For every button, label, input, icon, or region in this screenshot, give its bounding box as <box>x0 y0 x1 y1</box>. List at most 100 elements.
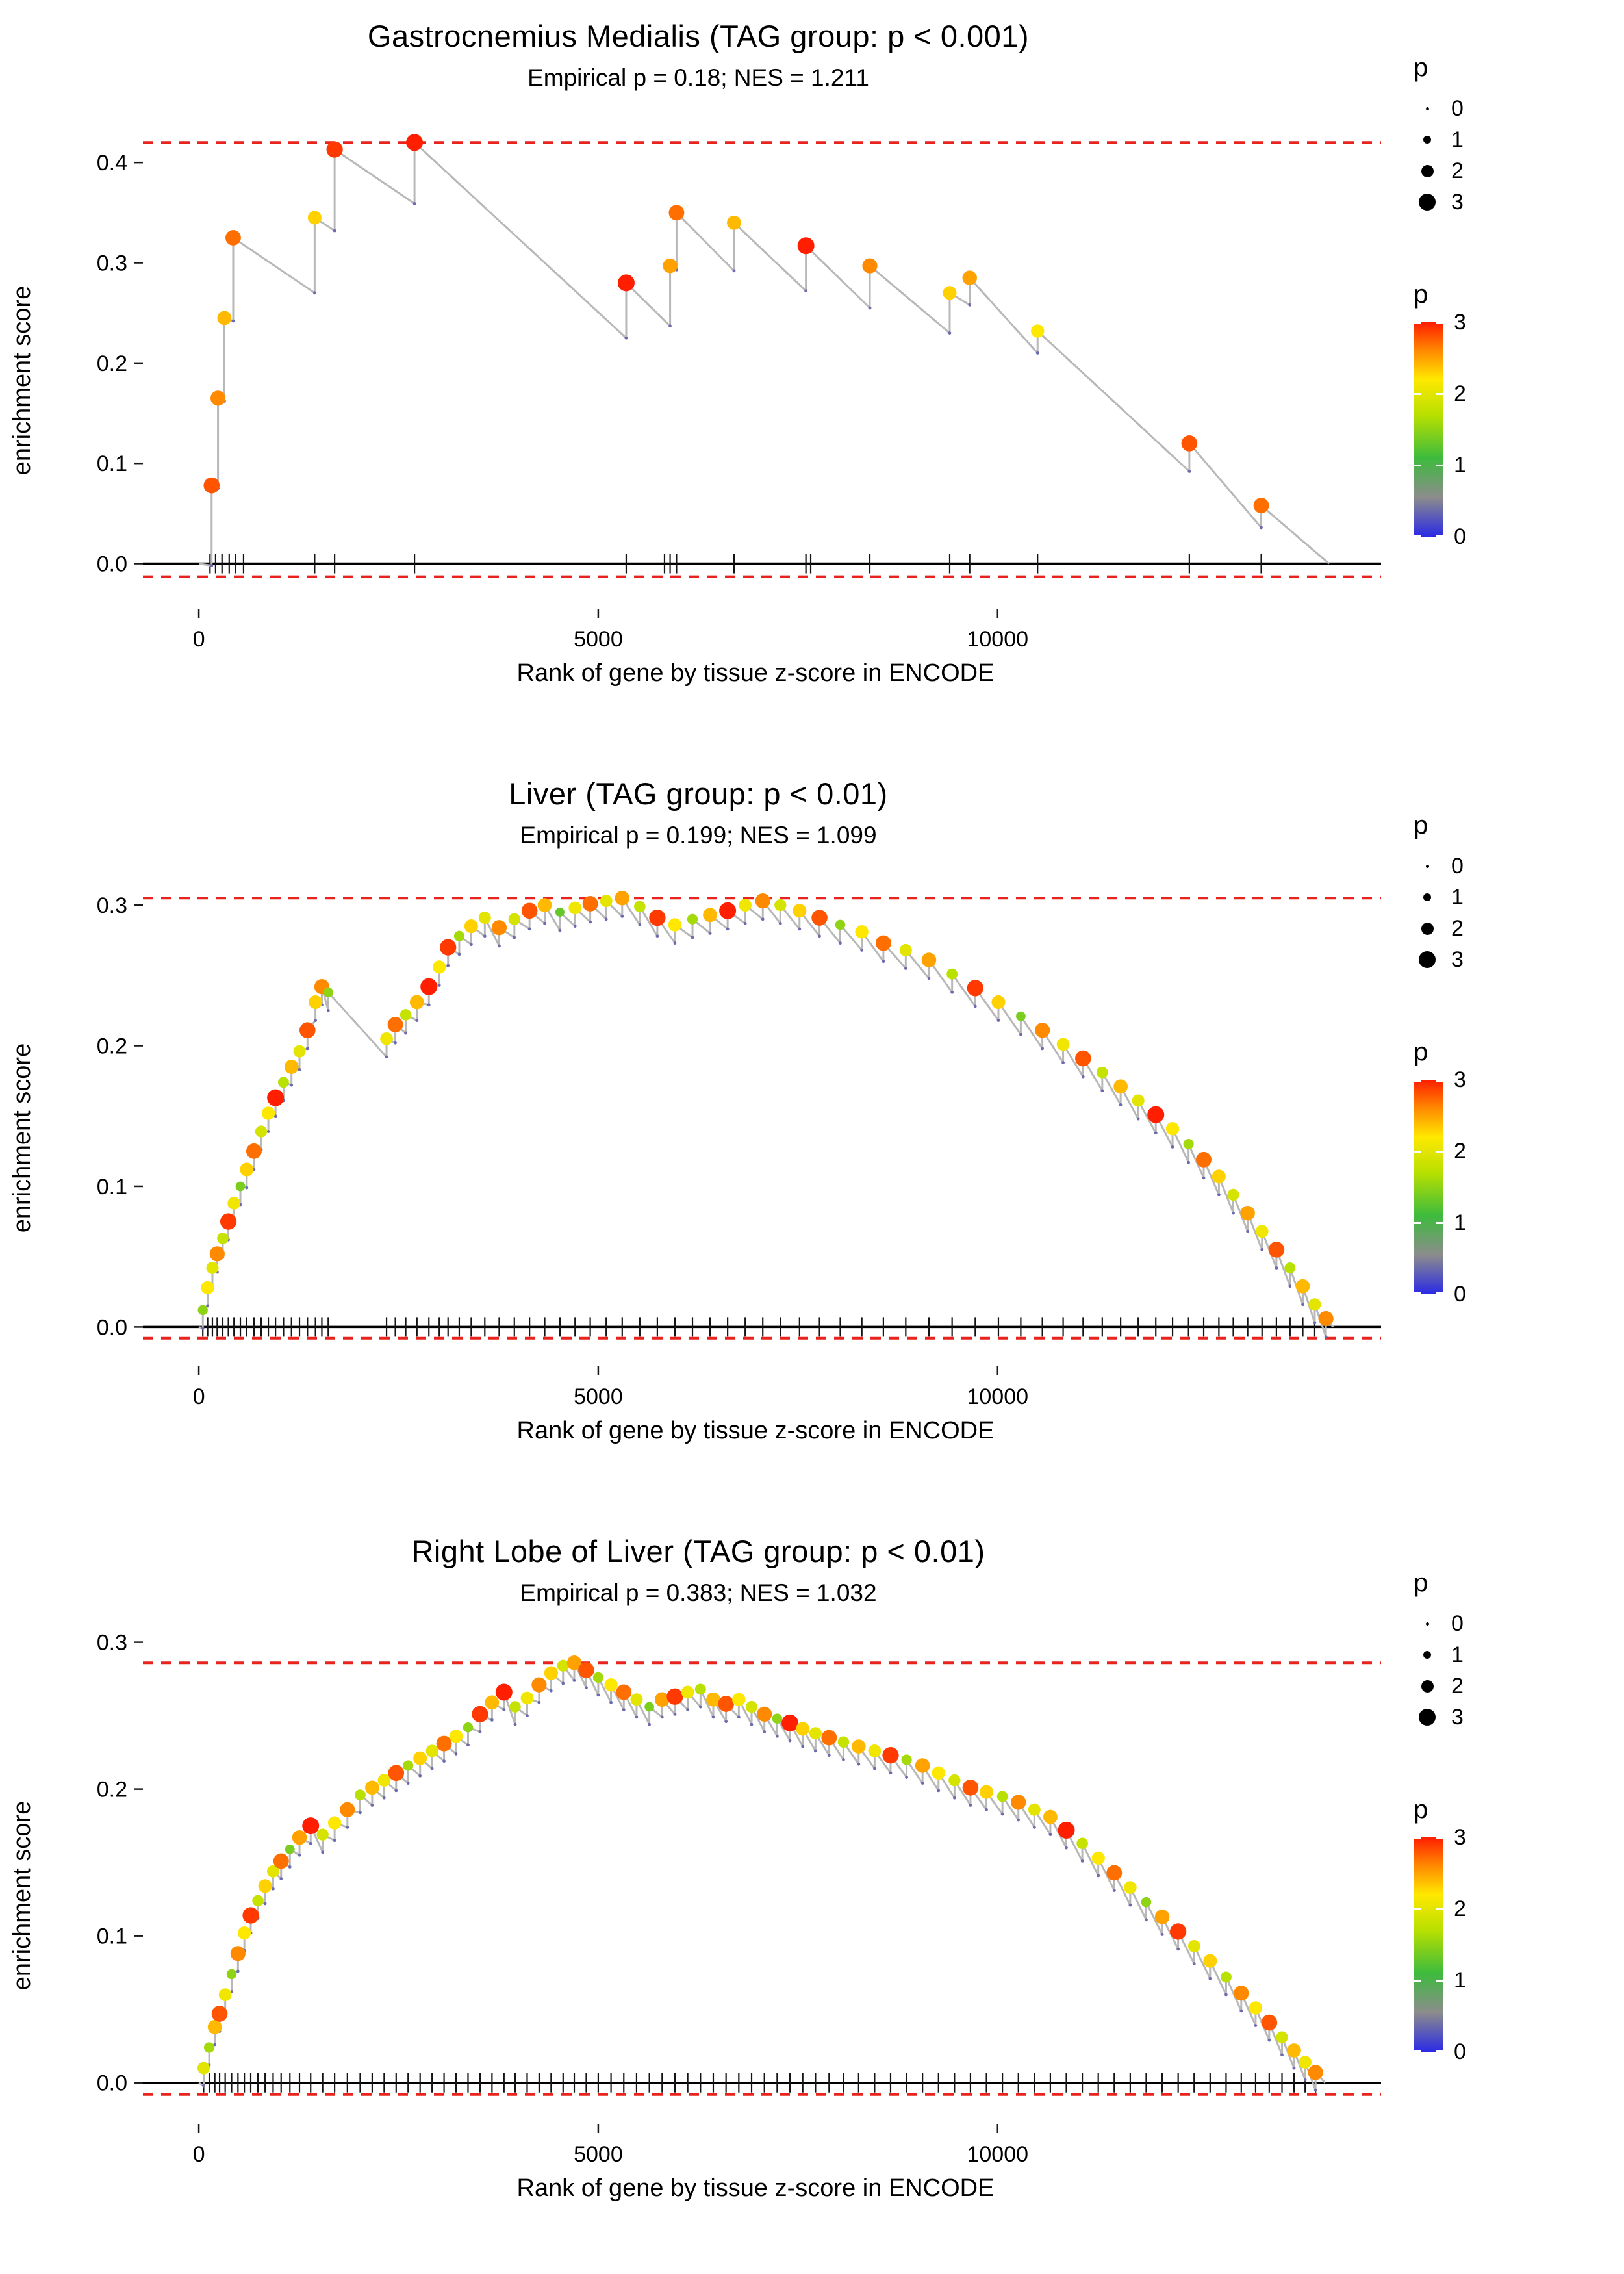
y-tick-label: 0.0 <box>97 1315 127 1340</box>
vertex-dot <box>298 1067 301 1071</box>
size-legend-dotbox <box>1414 1672 1441 1700</box>
gene-point <box>991 995 1006 1009</box>
gene-point <box>267 1089 285 1106</box>
vertex-dot <box>732 269 736 273</box>
gene-point <box>1170 1923 1187 1940</box>
gene-point <box>478 912 491 925</box>
vertex-dot <box>527 927 531 931</box>
vertex-dot <box>1128 1903 1132 1907</box>
gene-point <box>355 1789 366 1801</box>
gene-point <box>875 935 891 951</box>
vertex-dot <box>446 964 450 967</box>
x-tick-label: 0 <box>193 1385 205 1409</box>
gene-point <box>706 1692 720 1707</box>
gene-point <box>226 1969 237 1980</box>
vertex-dot <box>469 943 473 947</box>
vertex-dot <box>561 1681 565 1685</box>
colorbar-tick <box>1414 1292 1421 1294</box>
vertex-dot <box>1280 2053 1284 2057</box>
size-legend-row: 2 <box>1414 155 1464 186</box>
gene-point <box>1287 2043 1301 2058</box>
vertex-dot <box>442 1759 446 1763</box>
gene-point <box>962 270 977 285</box>
vertex-dot <box>655 934 659 938</box>
size-legend-dot <box>1423 136 1431 144</box>
vertex-dot <box>385 1055 388 1059</box>
vertex-dot <box>430 1767 434 1770</box>
vertex-dot <box>726 927 730 931</box>
gene-point <box>835 919 846 930</box>
size-legend-label: 1 <box>1451 1642 1464 1667</box>
size-legend-dotbox <box>1414 157 1441 185</box>
gene-point <box>666 1688 683 1705</box>
vertex-dot <box>673 941 677 945</box>
vertex-dot <box>558 928 562 932</box>
gene-point <box>600 895 613 908</box>
vertex-dot <box>950 990 954 994</box>
vertex-dot <box>1246 1229 1250 1233</box>
size-legend-row: 1 <box>1414 1639 1464 1670</box>
gene-point <box>284 1060 299 1074</box>
vertex-dot <box>1136 1117 1140 1121</box>
vertex-dot <box>620 915 624 918</box>
vertex-dot <box>839 941 842 945</box>
gene-point <box>273 1853 289 1869</box>
vertex-dot <box>236 1969 240 1973</box>
vertex-dot <box>526 1714 529 1718</box>
gene-point <box>261 1106 275 1120</box>
gene-point <box>520 1691 534 1705</box>
chart-title: Gastrocnemius Medialis (TAG group: p < 0… <box>367 19 1030 53</box>
gene-point <box>718 1696 734 1712</box>
plot-row: enrichment score 0.0 0.1 0.2 0.3 0.4 0 5000 100… <box>0 94 1397 666</box>
gene-point <box>1249 2001 1263 2015</box>
colorbar-tick-label: 1 <box>1454 1210 1466 1235</box>
gene-point <box>237 1926 251 1940</box>
colorbar-tick <box>1436 1979 1443 1982</box>
vertex-dot <box>1081 1075 1085 1079</box>
gene-point <box>464 919 478 934</box>
gene-point <box>1220 1971 1232 1983</box>
gene-point <box>409 995 424 1010</box>
y-axis-label: enrichment score <box>8 1800 36 1990</box>
gene-point <box>979 1785 994 1799</box>
vertex-dot <box>537 1700 541 1704</box>
gene-point <box>1058 1821 1075 1839</box>
gene-point <box>967 980 983 997</box>
gene-point <box>225 229 241 246</box>
size-legend-row: 0 <box>1414 1608 1464 1639</box>
colorbar-tick <box>1414 1221 1421 1224</box>
gene-point <box>868 1744 882 1757</box>
plot-row: enrichment score 0.0 0.1 0.2 0.3 0 5000 10000 <box>0 852 1397 1424</box>
colorbar-tick-label: 0 <box>1454 2039 1466 2064</box>
gene-point <box>1031 324 1045 338</box>
vertex-dot <box>543 921 546 925</box>
gene-point <box>1124 1881 1137 1894</box>
gene-point <box>1240 1205 1255 1221</box>
gene-point <box>220 1213 237 1230</box>
vertex-dot <box>382 1796 386 1800</box>
gene-point <box>668 205 685 221</box>
vertex-dot <box>860 948 864 952</box>
gene-point <box>694 1683 706 1695</box>
vertex-dot <box>801 1744 805 1748</box>
gene-point <box>197 1305 208 1316</box>
color-legend-title: p <box>1414 1038 1428 1066</box>
gene-point <box>218 1988 232 2001</box>
gene-point <box>277 1077 289 1088</box>
y-tick-label: 0.3 <box>97 251 127 276</box>
gene-point <box>293 1045 306 1058</box>
vertex-dot <box>245 1186 249 1190</box>
vertex-dot <box>872 1767 876 1770</box>
colorbar <box>1414 1080 1443 1294</box>
colorbar-tick <box>1414 1979 1421 1982</box>
gene-point <box>568 901 582 915</box>
gene-point <box>821 1730 837 1746</box>
size-legend-label: 1 <box>1451 127 1464 152</box>
gene-point <box>996 1791 1008 1802</box>
vertex-dot <box>312 291 316 295</box>
gene-point <box>719 902 737 919</box>
color-legend-title: p <box>1414 1795 1428 1824</box>
vertex-dot <box>1301 1303 1304 1307</box>
vertex-dot <box>272 1887 275 1891</box>
